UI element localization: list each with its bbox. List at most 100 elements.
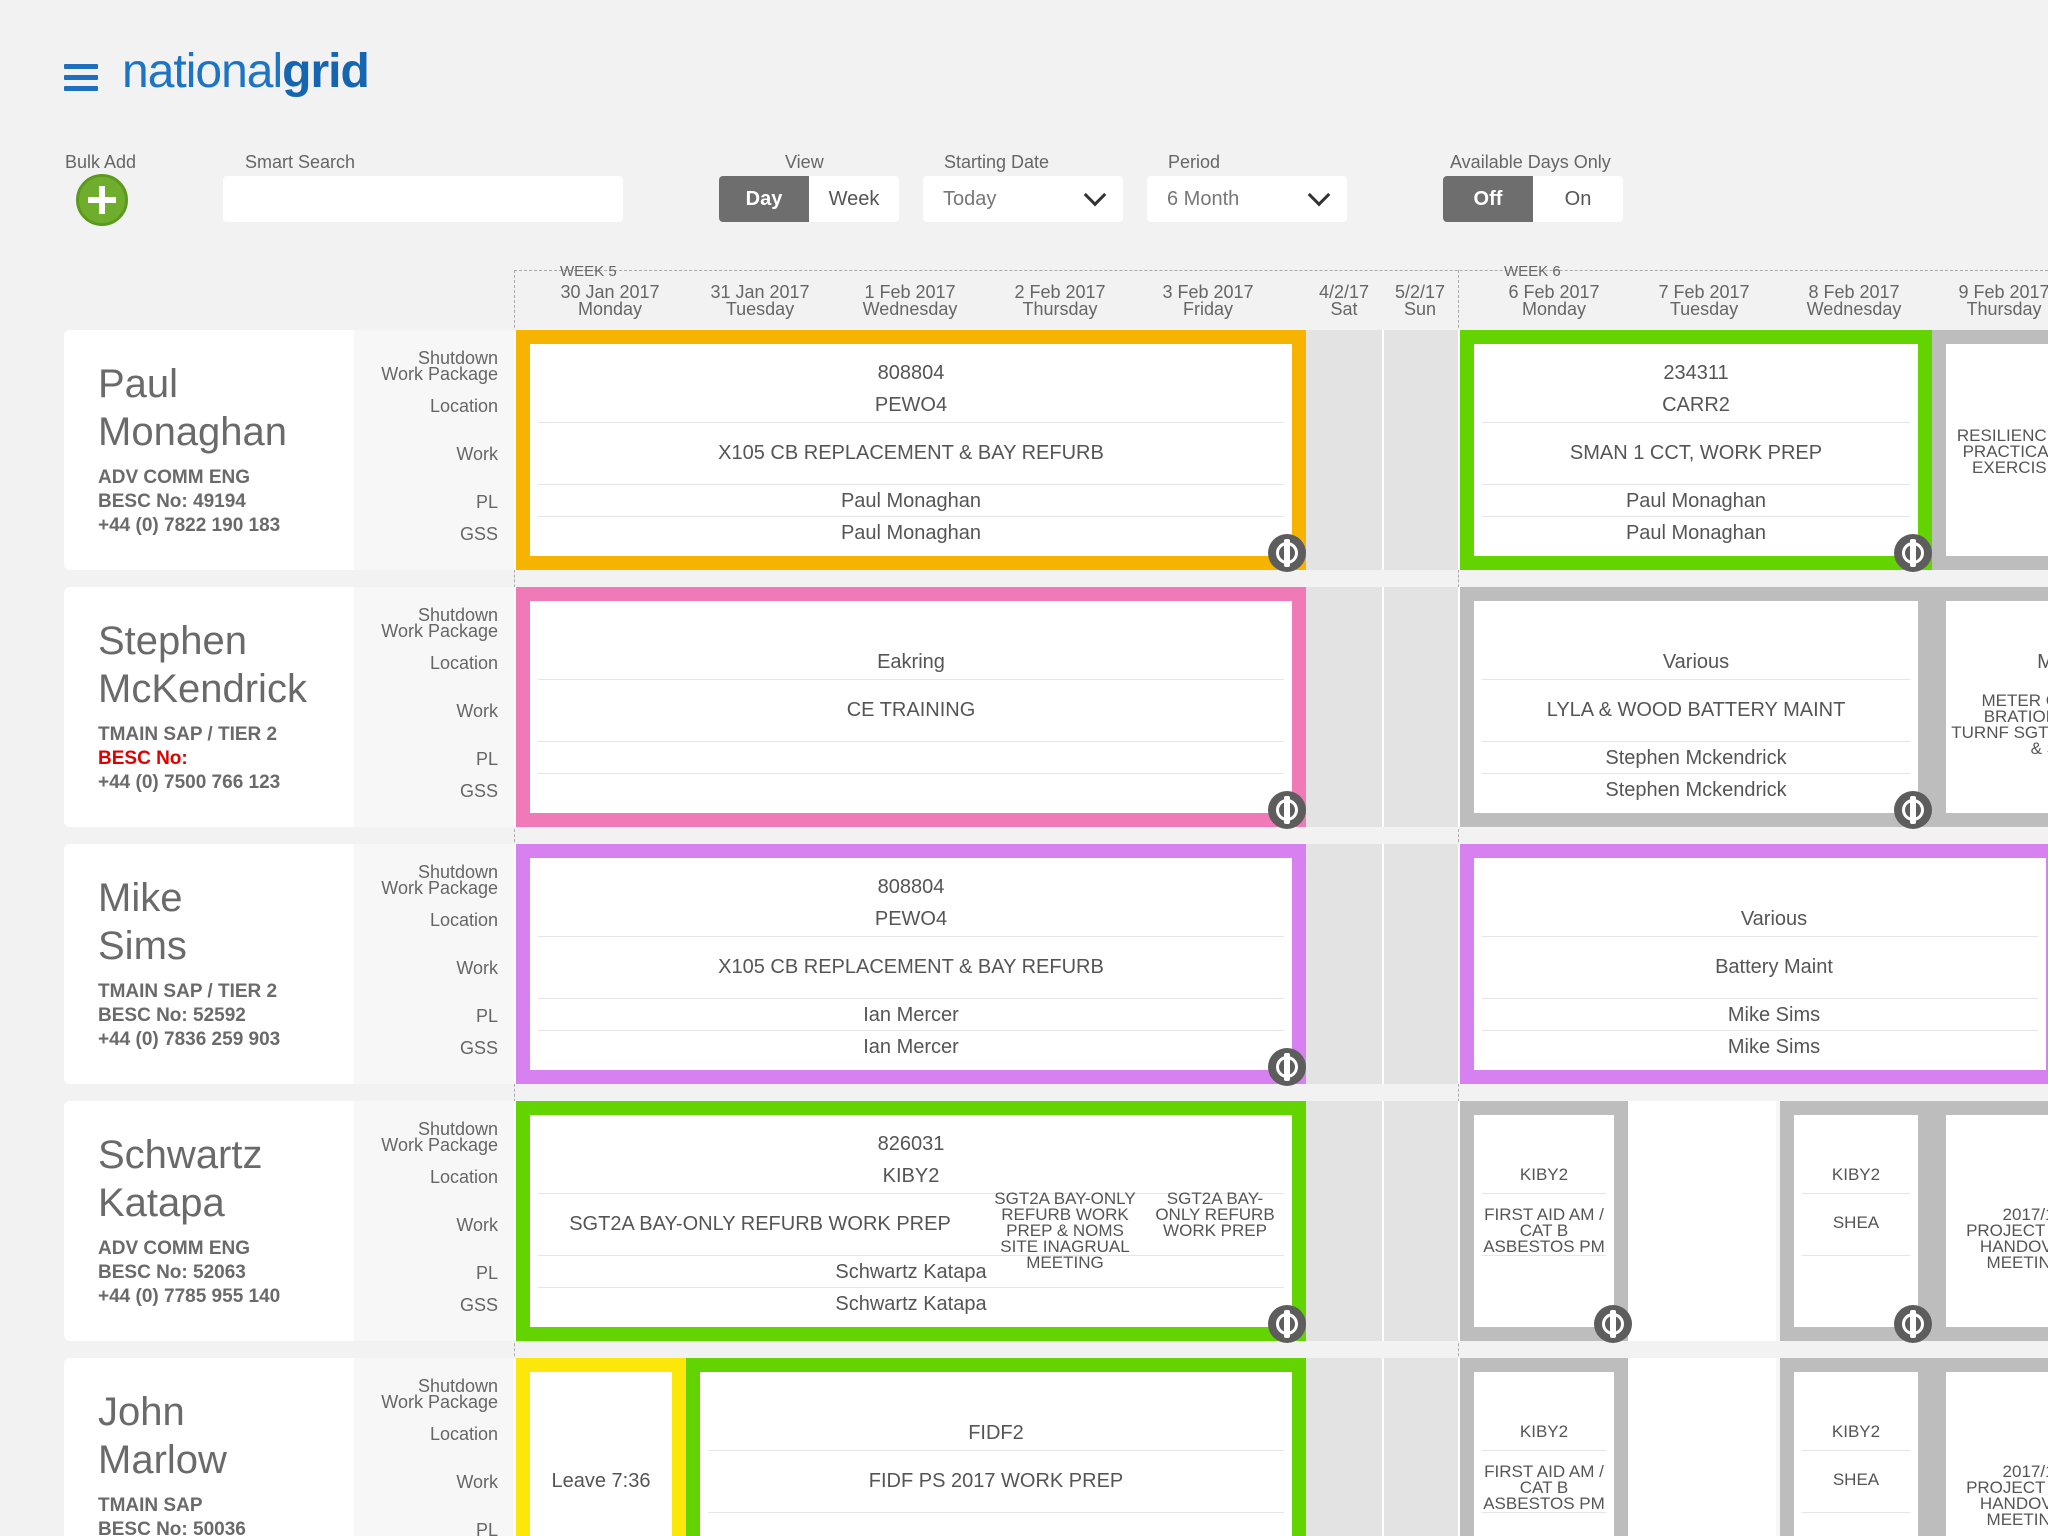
job-divider	[1482, 422, 1910, 423]
available-on-button[interactable]: On	[1564, 187, 1592, 210]
settings-gear-icon[interactable]	[1894, 1305, 1932, 1343]
day-header[interactable]: 2 Feb 2017 Thursday	[1014, 282, 1106, 319]
person-card[interactable]: Schwartz Katapa ADV COMM ENG BESC No: 52063…	[64, 1101, 395, 1341]
starting-date-select[interactable]: Today	[923, 176, 1123, 222]
bulk-add-button[interactable]	[76, 174, 128, 226]
person-card[interactable]: John Marlow TMAIN SAP BESC No: 50036	[64, 1358, 395, 1536]
job-location: KIBY2	[1519, 1422, 1569, 1441]
settings-gear-icon[interactable]	[1594, 1305, 1632, 1343]
national-grid-logo: nationalgrid	[122, 45, 370, 98]
job-work-description: SMAN 1 CCT, WORK PREP	[1569, 442, 1823, 464]
job-card[interactable]: Various Battery Maint Mike Sims Mike Sims	[1460, 844, 2048, 1084]
person-card[interactable]: Mike Sims TMAIN SAP / TIER 2 BESC No: 52592…	[64, 844, 395, 1084]
job-divider	[1482, 741, 1910, 742]
job-work-description: FIDF PS 2017 WORK PREP	[868, 1470, 1124, 1492]
day-header[interactable]: 4/2/17 Sat	[1318, 282, 1370, 319]
person-role: TMAIN SAP / TIER 2	[98, 981, 278, 1002]
person-role: TMAIN SAP	[98, 1495, 203, 1516]
job-divider	[708, 1450, 1284, 1451]
smart-search-input[interactable]	[223, 176, 623, 222]
job-card[interactable]: RESILIENCE PRACTICAL EXERCISE	[1932, 330, 2048, 570]
day-header[interactable]: 6 Feb 2017 Monday	[1508, 282, 1600, 319]
job-divider	[1802, 1450, 1910, 1451]
person-card[interactable]: Stephen McKendrick TMAIN SAP / TIER 2 BESC …	[64, 587, 395, 827]
settings-gear-icon[interactable]	[1268, 791, 1306, 829]
settings-gear-icon[interactable]	[1268, 1305, 1306, 1343]
weekend-column	[1384, 1101, 1458, 1341]
label-gss: GSS	[459, 1295, 498, 1315]
schedule-row: 826031 KIBY2 SGT2A BAY-ONLY REFURB WORK PR…	[514, 1101, 2048, 1343]
weekend-column	[1306, 1101, 1382, 1341]
job-gss: Paul Monaghan	[840, 522, 982, 544]
period-select[interactable]: 6 Month	[1147, 176, 1347, 222]
job-card[interactable]: KIBY2 FIRST AID AM / CAT B ASBESTOS PM	[1460, 1101, 1628, 1341]
day-header[interactable]: 9 Feb 2017 Thursday	[1958, 282, 2048, 319]
job-divider	[1482, 1030, 2038, 1031]
job-card[interactable]: KIBY2 SHEA	[1780, 1358, 1932, 1536]
day-header[interactable]: 31 Jan 2017 Tuesday	[710, 282, 810, 319]
weekend-column	[1384, 1358, 1458, 1536]
starting-date-value: Today	[943, 187, 997, 210]
job-pl: Mike Sims	[1727, 1004, 1821, 1026]
job-card[interactable]: FIDF2 2017/18 PROJECT LI HANDOVE MEETING	[1932, 1358, 2048, 1536]
settings-gear-icon[interactable]	[1894, 791, 1932, 829]
label-work: Work	[456, 1215, 498, 1235]
view-week-button[interactable]: Week	[828, 187, 880, 210]
day-header[interactable]: 1 Feb 2017 Wednesday	[862, 282, 958, 319]
day-header[interactable]: 3 Feb 2017 Friday	[1162, 282, 1254, 319]
job-location: CARR2	[1662, 394, 1730, 416]
available-off-button[interactable]: Off	[1443, 176, 1533, 222]
label-work-package: Work Package	[381, 878, 498, 898]
job-card[interactable]: 234311 CARR2 SMAN 1 CCT, WORK PREP Paul Mon…	[1460, 330, 1932, 570]
job-card[interactable]: KIBY2 FIRST AID AM / CAT B ASBESTOS PM	[1460, 1358, 1628, 1536]
job-card[interactable]: FIDF2 2017/18 PROJECT LI HANDOVE MEETING	[1932, 1101, 2048, 1341]
job-card[interactable]: FIDF2 FIDF PS 2017 WORK PREP	[686, 1358, 1306, 1536]
job-work-description: Leave 7:36	[551, 1470, 651, 1492]
job-pl: Stephen Mckendrick	[1605, 747, 1787, 769]
person-details: ADV COMM ENG BESC No: 52063 +44 (0) 7785 9…	[98, 1237, 280, 1309]
hamburger-menu-icon[interactable]	[64, 64, 100, 92]
label-location: Location	[429, 1424, 498, 1444]
job-work-description: METER C BRATION TURNF SGT1 & S	[1951, 691, 2048, 758]
job-divider	[1802, 1512, 1910, 1513]
job-card[interactable]: 808804 PEWO4 X105 CB REPLACEMENT & BAY REF…	[516, 330, 1306, 570]
job-work-description: LYLA & WOOD BATTERY MAINT	[1546, 699, 1846, 721]
person-card[interactable]: Paul Monaghan ADV COMM ENG BESC No: 49194 +4…	[64, 330, 395, 570]
job-card[interactable]: 808804 PEWO4 X105 CB REPLACEMENT & BAY REF…	[516, 844, 1306, 1084]
job-location: FIDF2	[1946, 1422, 2048, 1442]
job-card[interactable]: Various LYLA & WOOD BATTERY MAINT Stephen …	[1460, 587, 1932, 827]
weekend-column	[1384, 330, 1458, 570]
job-card[interactable]: Eakring CE TRAINING	[516, 587, 1306, 827]
job-card[interactable]: KIBY2 SHEA	[1780, 1101, 1932, 1341]
job-work-description: SHEA	[1832, 1470, 1880, 1489]
job-work-description: X105 CB REPLACEMENT & BAY REFURB	[718, 442, 1104, 464]
view-day-button[interactable]: Day	[719, 176, 809, 222]
job-work-description: CE TRAINING	[846, 699, 976, 721]
job-card[interactable]: Leave 7:36	[516, 1358, 686, 1536]
day-header[interactable]: 8 Feb 2017 Wednesday	[1806, 282, 1902, 319]
schedule-row: Leave 7:36 FIDF2 FIDF PS 2017 WORK PREP KIB…	[514, 1358, 2048, 1536]
day-header[interactable]: 30 Jan 2017 Monday	[560, 282, 660, 319]
settings-gear-icon[interactable]	[1268, 534, 1306, 572]
person-phone: +44 (0) 7785 955 140	[98, 1286, 281, 1307]
job-gss: Schwartz Katapa	[835, 1293, 987, 1315]
person-first-name: John	[98, 1390, 185, 1434]
settings-gear-icon[interactable]	[1268, 1048, 1306, 1086]
job-work-description: SGT2A BAY-ONLY REFURB WORK PREP & NOMS S…	[994, 1189, 1136, 1272]
weekend-column	[1384, 844, 1458, 1084]
settings-gear-icon[interactable]	[1894, 534, 1932, 572]
job-location: Eakring	[877, 651, 945, 673]
job-pl: Ian Mercer	[863, 1004, 959, 1026]
job-card[interactable]: MACC METER C BRATION TURNF SGT1 & S	[1932, 587, 2048, 827]
label-pl: PL	[475, 749, 498, 769]
job-divider	[1482, 936, 2038, 937]
label-shutdown: Shutdown	[417, 862, 498, 882]
smart-search-label: Smart Search	[245, 152, 356, 172]
day-header[interactable]: 5/2/17 Sun	[1394, 282, 1446, 319]
day-header[interactable]: 7 Feb 2017 Tuesday	[1658, 282, 1750, 319]
person-name: John Marlow	[98, 1388, 227, 1484]
job-card[interactable]: 826031 KIBY2 SGT2A BAY-ONLY REFURB WORK PR…	[516, 1101, 1306, 1341]
